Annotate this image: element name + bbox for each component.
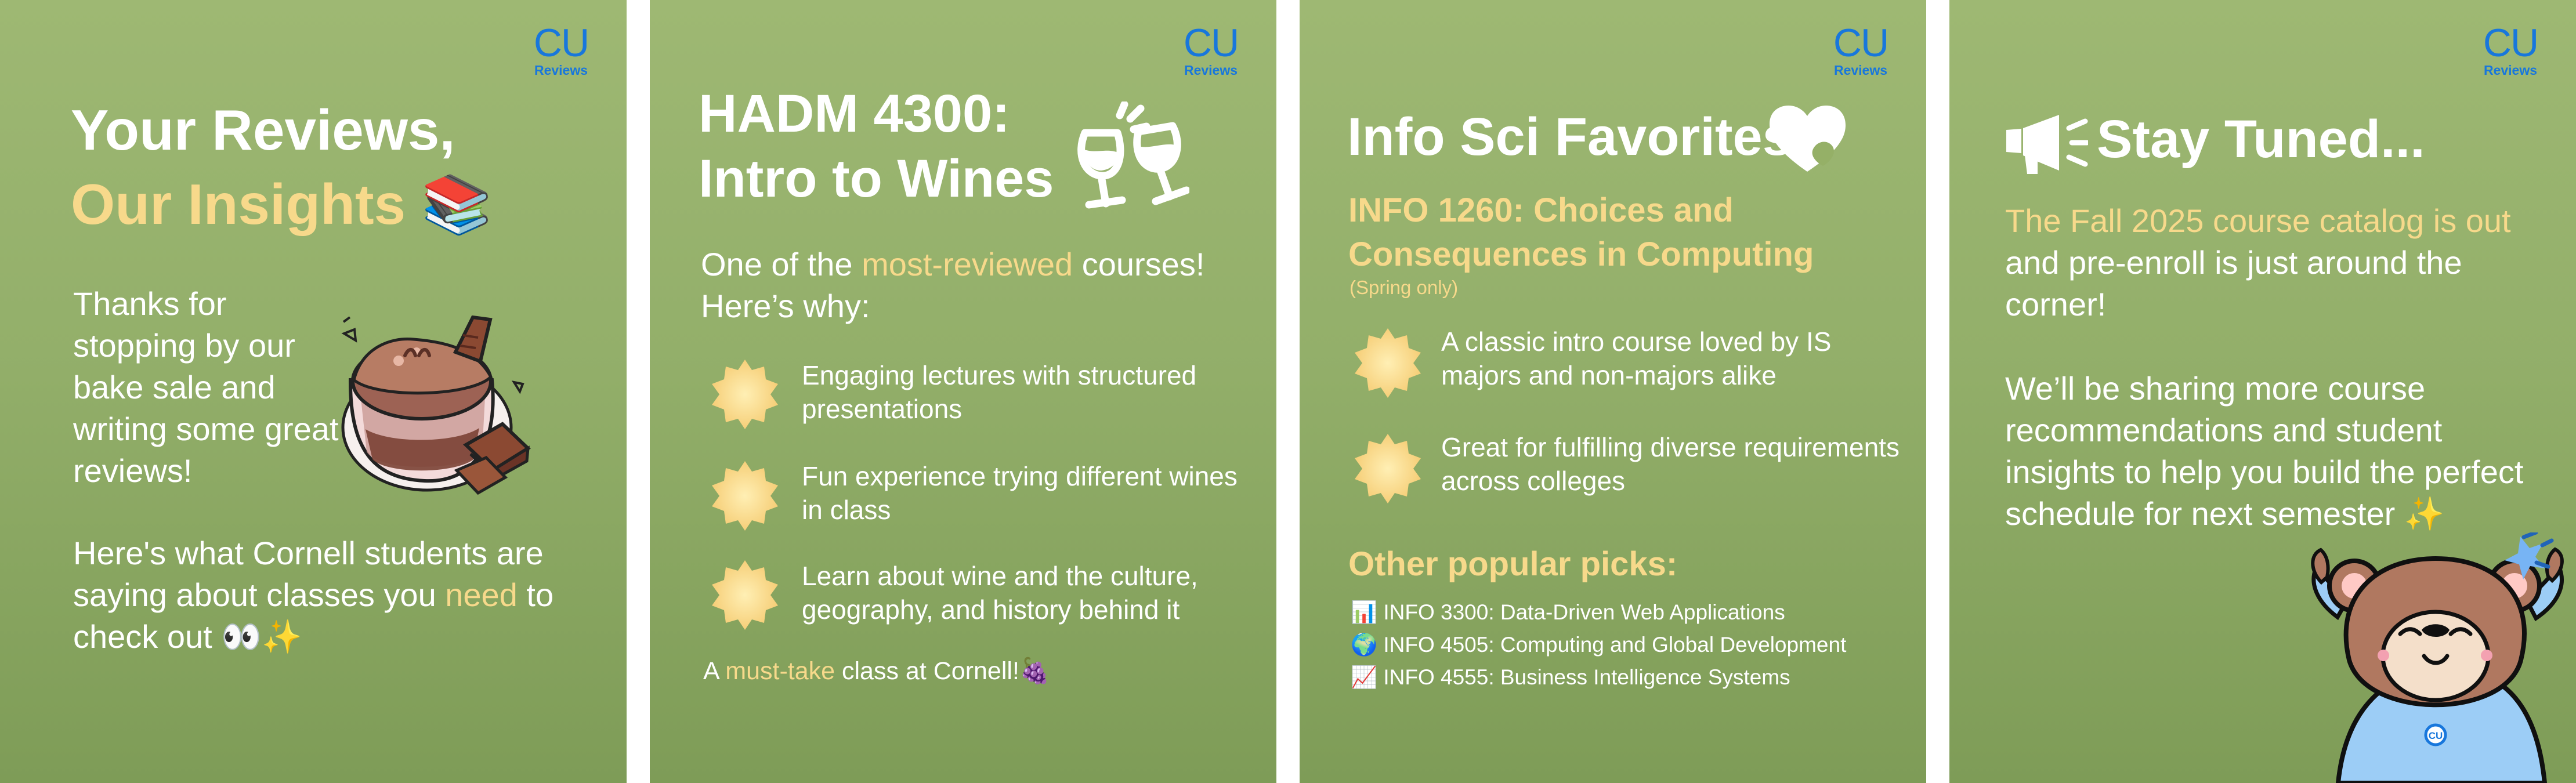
chocolate-dessert-illustration [341, 315, 531, 495]
logo-subtitle: Reviews [534, 63, 588, 78]
logo-subtitle: Reviews [2483, 63, 2538, 78]
popular-picks-heading: Other popular picks: [1348, 545, 1678, 583]
panel-intro-to-wines: CU Reviews HADM 4300: Intro to Wines One… [650, 0, 1276, 783]
closing-prefix: A [703, 657, 726, 685]
panel-title: Stay Tuned... [2097, 110, 2425, 169]
panel-stay-tuned: CU Reviews Stay Tuned... The Fall 2025 c… [1949, 0, 2576, 783]
cu-reviews-logo: CU Reviews [2479, 23, 2542, 78]
info-favorite-reason-2: Great for fulfilling diverse requirement… [1441, 432, 1900, 496]
availability-note: (Spring only) [1349, 277, 1459, 298]
panel-title: Your Reviews, Our Insights 📚 [71, 93, 593, 241]
cu-reviews-logo: CU Reviews [1179, 23, 1243, 78]
catalog-announcement: The Fall 2025 course catalog is out and … [2005, 200, 2527, 325]
books-emoji: 📚 [421, 172, 493, 236]
panel-info-sci-favorites: CU Reviews Info Sci Favorites INFO 1260:… [1300, 0, 1926, 783]
logo-mark: CU [533, 21, 589, 65]
logo-mark: CU [1183, 21, 1239, 65]
course-intro: One of the most-reviewed courses! Here’s… [701, 244, 1223, 327]
popular-pick-3: 📈 INFO 4555: Business Intelligence Syste… [1351, 665, 1790, 689]
wine-reason-2: Fun experience trying different wines in… [802, 461, 1238, 525]
title-line-2: Our Insights [71, 172, 406, 236]
wine-glasses-icon [1077, 102, 1189, 209]
title-line-1: Your Reviews, [71, 98, 455, 162]
bullet-badge-icon [712, 461, 778, 531]
svg-text:CU: CU [2429, 730, 2443, 741]
intro-prefix: One of the [701, 246, 862, 282]
logo-subtitle: Reviews [1184, 63, 1238, 78]
wine-reason-1: Engaging lectures with structured presen… [802, 360, 1197, 424]
cheering-bear-illustration: CU [2311, 532, 2564, 783]
heart-icon [1770, 106, 1846, 172]
catalog-suffix: and pre-enroll is just around the corner… [2005, 244, 2462, 322]
intro-suffix: courses! Here’s why: [701, 246, 1205, 324]
popular-pick-1: 📊 INFO 3300: Data-Driven Web Application… [1351, 600, 1785, 624]
paragraph-suffix: to check out 👀✨ [73, 577, 554, 655]
catalog-highlight: The Fall 2025 course catalog is out [2005, 202, 2511, 239]
logo-mark: CU [1833, 21, 1889, 65]
popular-pick-2: 🌍 INFO 4505: Computing and Global Develo… [1351, 633, 1847, 657]
course-name: Intro to Wines [699, 149, 1054, 208]
featured-course: INFO 1260: Choices and Consequences in C… [1348, 188, 1871, 277]
paragraph-prefix: Here's what Cornell students are saying … [73, 535, 544, 613]
course-code: HADM 4300: [699, 84, 1010, 143]
cu-reviews-logo: CU Reviews [529, 23, 593, 78]
closing-highlight: must-take [725, 657, 835, 685]
cu-reviews-logo: CU Reviews [1829, 23, 1893, 78]
featured-course-line-1: INFO 1260: Choices and [1348, 191, 1734, 229]
paragraph-highlight: need [445, 577, 518, 613]
panel-title: Info Sci Favorites [1347, 107, 1792, 166]
featured-course-line-2: Consequences in Computing [1348, 235, 1814, 273]
cornell-students-paragraph: Here's what Cornell students are saying … [73, 532, 595, 658]
panel-your-reviews: CU Reviews Your Reviews, Our Insights 📚 … [0, 0, 627, 783]
closing-line: A must-take class at Cornell!🍇 [703, 654, 1225, 688]
bullet-badge-icon [1355, 328, 1421, 398]
logo-mark: CU [2483, 21, 2539, 65]
thanks-paragraph: Thanks for stopping by our bake sale and… [73, 285, 339, 489]
intro-highlight: most-reviewed [862, 246, 1073, 282]
closing-suffix: class at Cornell!🍇 [835, 657, 1051, 685]
bullet-badge-icon [1355, 434, 1421, 503]
course-title: HADM 4300: Intro to Wines [699, 81, 1070, 211]
megaphone-icon [2006, 115, 2088, 174]
bullet-badge-icon [712, 360, 778, 429]
wine-reason-3: Learn about wine and the culture, geogra… [802, 561, 1198, 625]
info-favorite-reason-1: A classic intro course loved by IS major… [1441, 327, 1832, 390]
sharing-message: We’ll be sharing more course recommendat… [2005, 370, 2524, 532]
logo-subtitle: Reviews [1833, 63, 1888, 78]
bullet-badge-icon [712, 560, 778, 630]
